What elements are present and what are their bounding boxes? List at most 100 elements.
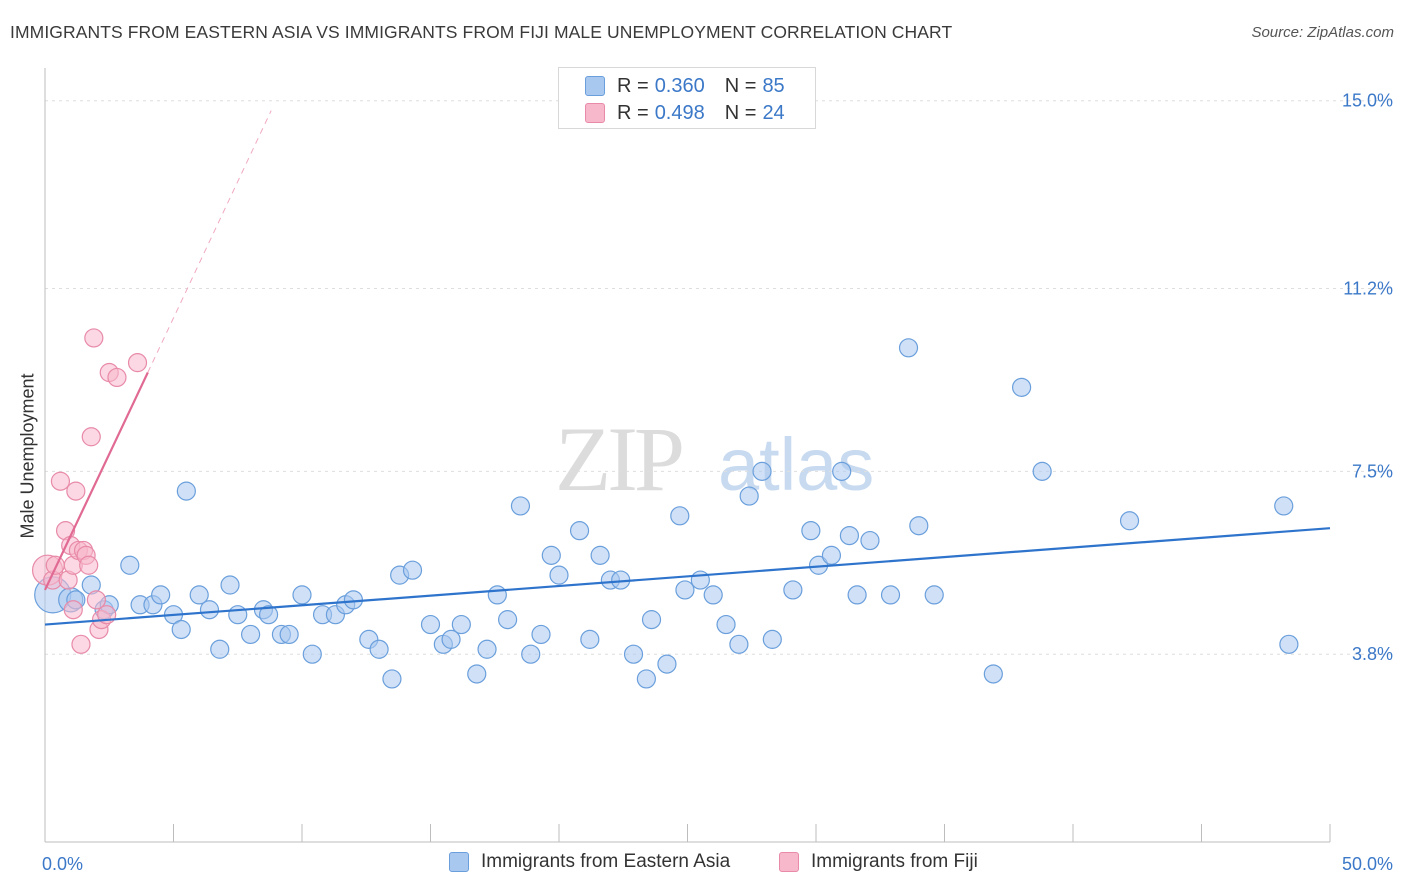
eastern-asia-point	[151, 585, 171, 605]
eastern-asia-point	[590, 545, 610, 565]
eastern-asia-point	[258, 605, 279, 625]
x-tick-label: 50.0%	[1342, 854, 1393, 874]
legend-n-value-fiji: 24	[762, 101, 785, 124]
eastern-asia-point	[801, 521, 821, 541]
eastern-asia-point	[1032, 461, 1052, 481]
eastern-asia-point	[670, 506, 690, 526]
eastern-asia-point	[821, 545, 842, 565]
series-label-eastern-asia: Immigrants from Eastern Asia	[481, 851, 731, 872]
eastern-asia-point	[292, 585, 312, 605]
eastern-asia-point	[549, 565, 569, 585]
legend-swatch-eastern-asia	[585, 76, 605, 96]
source-credit: Source: ZipAtlas.com	[1251, 24, 1394, 41]
fiji-point	[66, 481, 86, 501]
eastern-asia-point	[762, 629, 782, 649]
legend-r-label: R =	[617, 101, 649, 124]
eastern-asia-point	[369, 639, 389, 659]
legend-row-fiji: R = 0.498 N = 24	[585, 100, 785, 126]
eastern-asia-point	[402, 560, 423, 580]
eastern-asia-point	[739, 486, 759, 506]
eastern-asia-point	[120, 555, 140, 575]
legend-row-eastern-asia: R = 0.360 N = 85	[585, 73, 785, 99]
fiji-point	[107, 367, 127, 388]
fiji-point	[86, 590, 107, 610]
eastern-asia-point	[657, 654, 677, 674]
eastern-asia-trend-line	[44, 527, 1331, 626]
eastern-asia-point	[531, 624, 551, 645]
correlation-legend: R = 0.360 N = 85 R = 0.498 N = 24	[558, 67, 816, 129]
fiji-point	[81, 427, 101, 447]
fiji-point	[63, 600, 83, 620]
eastern-asia-point	[716, 614, 736, 635]
eastern-asia-point	[302, 644, 322, 664]
eastern-asia-point	[880, 585, 901, 605]
legend-n-label: N =	[724, 74, 757, 97]
eastern-asia-point	[241, 624, 261, 645]
eastern-asia-point	[343, 590, 363, 610]
eastern-asia-point	[228, 605, 248, 625]
series-legend-eastern-asia: Immigrants from Eastern Asia	[449, 851, 730, 873]
eastern-asia-point	[521, 644, 541, 664]
eastern-asia-point	[1279, 634, 1299, 654]
eastern-asia-point	[641, 610, 662, 630]
fiji-point	[45, 555, 65, 575]
eastern-asia-point	[487, 585, 507, 605]
eastern-asia-point	[675, 580, 695, 600]
eastern-asia-point	[441, 629, 461, 649]
legend-swatch-fiji	[585, 103, 605, 123]
eastern-asia-point	[924, 585, 944, 605]
eastern-asia-point	[541, 545, 561, 565]
y-tick-label: 15.0%	[1342, 91, 1393, 111]
eastern-asia-point	[1274, 496, 1294, 516]
eastern-asia-point	[909, 516, 929, 536]
series-legend-fiji: Immigrants from Fiji	[779, 851, 978, 873]
legend-r-label: R =	[617, 74, 649, 97]
fiji-trend-line	[44, 372, 149, 591]
series-swatch-eastern-asia	[449, 852, 469, 872]
eastern-asia-point	[636, 669, 656, 689]
eastern-asia-point	[199, 600, 220, 620]
eastern-asia-point	[1119, 511, 1140, 531]
eastern-asia-point	[189, 585, 209, 605]
x-tick-label: 0.0%	[42, 854, 83, 874]
eastern-asia-point	[898, 338, 919, 358]
y-tick-label: 7.5%	[1352, 461, 1393, 481]
eastern-asia-point	[690, 570, 710, 590]
eastern-asia-point	[420, 614, 441, 635]
fiji-trend-extension	[147, 110, 272, 373]
eastern-asia-point	[210, 639, 230, 659]
eastern-asia-point	[510, 496, 531, 516]
eastern-asia-point	[580, 629, 600, 649]
legend-r-value-fiji: 0.498	[654, 101, 705, 124]
legend-n-value-eastern-asia: 85	[762, 74, 785, 97]
y-tick-label: 3.8%	[1352, 644, 1393, 664]
eastern-asia-point	[176, 481, 196, 501]
legend-r-value-eastern-asia: 0.360	[654, 74, 705, 97]
y-tick-label: 11.2%	[1343, 279, 1393, 299]
eastern-asia-point	[171, 619, 191, 640]
eastern-asia-point	[569, 521, 590, 541]
eastern-asia-point	[832, 461, 852, 481]
fiji-point	[127, 353, 148, 373]
eastern-asia-point	[1011, 377, 1032, 397]
series-label-fiji: Immigrants from Fiji	[811, 851, 978, 872]
eastern-asia-point	[498, 610, 518, 630]
eastern-asia-point	[467, 664, 487, 684]
fiji-point	[79, 555, 99, 575]
eastern-asia-point	[847, 585, 867, 605]
eastern-asia-point	[983, 664, 1003, 684]
eastern-asia-point	[839, 525, 860, 546]
eastern-asia-point	[729, 634, 749, 654]
eastern-asia-point	[382, 669, 402, 689]
eastern-asia-point	[477, 639, 497, 659]
eastern-asia-point	[623, 644, 644, 664]
eastern-asia-point	[752, 461, 772, 481]
fiji-point	[50, 471, 71, 491]
fiji-point	[71, 634, 91, 654]
series-swatch-fiji	[779, 852, 799, 872]
chart-title: IMMIGRANTS FROM EASTERN ASIA VS IMMIGRAN…	[10, 22, 953, 42]
eastern-asia-point	[860, 530, 880, 551]
eastern-asia-point	[451, 614, 471, 635]
watermark-zip: ZIP	[555, 408, 682, 510]
